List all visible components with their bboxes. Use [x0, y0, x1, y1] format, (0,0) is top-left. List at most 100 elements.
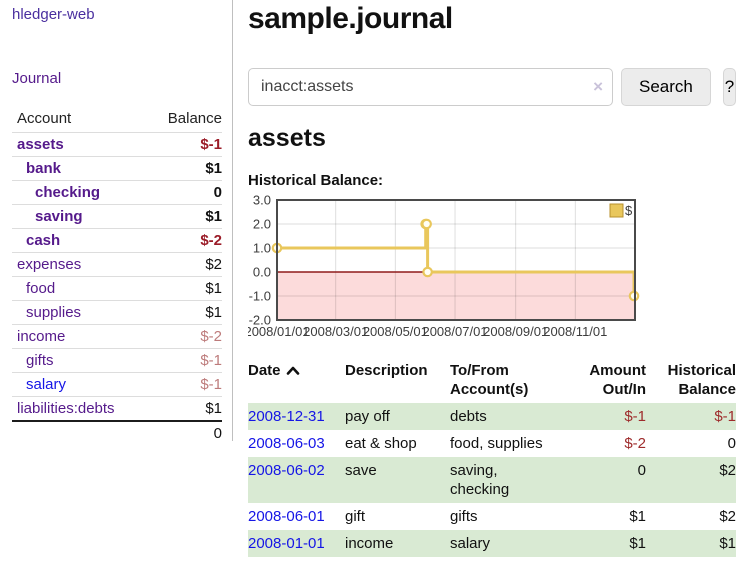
search-form: × Search ?: [248, 68, 736, 106]
transaction-description: income: [345, 535, 394, 552]
y-axis-tick: -2.0: [249, 313, 271, 328]
transaction-balance: $-1: [714, 408, 736, 425]
transaction-amount: 0: [637, 462, 646, 479]
account-row: supplies $1: [12, 300, 222, 325]
sidebar: hledger-web Journal Account Balance asse…: [0, 0, 233, 446]
x-axis-tick: 2008/07/01: [422, 324, 487, 339]
transaction-amount: $1: [629, 508, 646, 525]
account-row: cash $-2: [12, 228, 222, 253]
register-col-description: Description: [345, 362, 428, 379]
page-title: sample.journal: [248, 2, 453, 35]
account-row: food $1: [12, 276, 222, 301]
plot-border: [276, 199, 636, 321]
transaction-row: 2008-06-02 save saving, checking 0 $2: [248, 457, 736, 503]
account-link[interactable]: bank: [26, 160, 62, 177]
transaction-amount: $-1: [624, 408, 646, 425]
transaction-row: 2008-06-03 eat & shop food, supplies $-2 0: [248, 430, 736, 457]
x-axis-tick: 2008/09/01: [483, 324, 548, 339]
clear-search-icon[interactable]: ×: [593, 77, 603, 96]
account-balance: $1: [145, 156, 222, 181]
account-row: checking 0: [12, 180, 222, 205]
account-balance: $-1: [145, 372, 222, 397]
register-col-date[interactable]: Date: [248, 359, 345, 403]
account-link[interactable]: checking: [35, 184, 101, 201]
accounts-tbody: assets $-1 bank $1 checking 0 saving $1 cash $-2 e…: [12, 132, 222, 421]
y-axis-tick: 0.0: [253, 265, 271, 280]
transaction-row: 2008-01-01 income salary $1 $1: [248, 530, 736, 557]
transaction-date-link[interactable]: 2008-06-01: [248, 508, 325, 525]
account-row: income $-2: [12, 324, 222, 349]
account-link[interactable]: assets: [17, 136, 64, 153]
accounts-total-value: 0: [145, 420, 222, 446]
transaction-date-link[interactable]: 2008-06-03: [248, 435, 325, 452]
x-axis-tick: 2008/11/01: [543, 324, 607, 339]
historical-balance-chart: 3.0 2.0 1.0 0.0 -1.0 -2.02008/01/012008/03/01…: [248, 194, 640, 339]
transaction-accounts: debts: [450, 408, 487, 425]
transaction-date-link[interactable]: 2008-06-02: [248, 462, 325, 479]
transaction-balance: $1: [719, 535, 736, 552]
transaction-description: gift: [345, 508, 366, 525]
search-input[interactable]: [248, 68, 613, 106]
account-title: assets: [248, 124, 326, 152]
y-axis-tick: 2.0: [253, 217, 271, 232]
account-link[interactable]: salary: [26, 376, 67, 393]
register-header-row: Date Description To/From Account(s) Amou…: [248, 359, 736, 403]
x-axis-tick: 2008/01/01: [248, 324, 310, 339]
legend-label: $: [625, 203, 633, 218]
y-axis-tick: 1.0: [253, 241, 271, 256]
account-row: gifts $-1: [12, 348, 222, 373]
accounts-table: Account Balance assets $-1 bank $1 checking 0…: [12, 108, 222, 446]
transaction-amount: $-2: [624, 435, 646, 452]
transaction-accounts: saving, checking: [450, 462, 510, 498]
register-col-balance: Historical Balance: [667, 362, 736, 398]
transaction-description: eat & shop: [345, 435, 417, 452]
y-axis-tick: -1.0: [249, 289, 271, 304]
sidebar-item-journal[interactable]: Journal: [12, 70, 62, 87]
account-balance: $1: [145, 204, 222, 229]
data-point-marker[interactable]: [421, 218, 432, 230]
account-balance: $-1: [145, 132, 222, 157]
sort-ascending-icon: [286, 361, 300, 380]
register-col-accounts: To/From Account(s): [450, 362, 529, 398]
account-link[interactable]: liabilities:debts: [17, 400, 115, 417]
accounts-col-balance: Balance: [167, 110, 222, 127]
transaction-description: save: [345, 462, 377, 479]
account-link[interactable]: cash: [26, 232, 61, 249]
account-row: liabilities:debts $1: [12, 396, 222, 421]
register-col-amount: Amount Out/In: [589, 362, 646, 398]
account-balance: $-2: [145, 228, 222, 253]
account-row: expenses $2: [12, 252, 222, 277]
x-axis-tick: 2008/03/01: [303, 324, 368, 339]
legend-swatch: [609, 203, 624, 218]
account-link[interactable]: expenses: [17, 256, 82, 273]
account-balance: $1: [145, 396, 222, 421]
account-balance: $1: [145, 300, 222, 325]
account-link[interactable]: supplies: [26, 304, 82, 321]
transaction-row: 2008-12-31 pay off debts $-1 $-1: [248, 403, 736, 430]
account-balance: $-1: [145, 348, 222, 373]
app-brand-link[interactable]: hledger-web: [12, 6, 95, 23]
main-content: sample.journal × Search ? assets Histori…: [248, 0, 736, 557]
transaction-description: pay off: [345, 408, 390, 425]
account-balance: $2: [145, 252, 222, 277]
account-balance: $-2: [145, 324, 222, 349]
transaction-balance: 0: [727, 435, 736, 452]
account-link[interactable]: gifts: [26, 352, 54, 369]
account-link[interactable]: saving: [35, 208, 83, 225]
transaction-date-link[interactable]: 2008-12-31: [248, 408, 325, 425]
account-link[interactable]: food: [26, 280, 56, 297]
accounts-col-account: Account: [17, 110, 72, 127]
register-tbody: 2008-12-31 pay off debts $-1 $-1 2008-06-03 ea…: [248, 403, 736, 557]
transaction-balance: $2: [719, 508, 736, 525]
transaction-amount: $1: [629, 535, 646, 552]
account-row: assets $-1: [12, 132, 222, 157]
transaction-balance: $2: [719, 462, 736, 479]
transaction-accounts: food, supplies: [450, 435, 543, 452]
account-link[interactable]: income: [17, 328, 66, 345]
data-point-marker[interactable]: [422, 266, 433, 278]
account-row: saving $1: [12, 204, 222, 229]
negative-region: [277, 272, 635, 320]
help-button[interactable]: ?: [722, 68, 736, 106]
transaction-date-link[interactable]: 2008-01-01: [248, 535, 325, 552]
search-button[interactable]: Search: [621, 68, 711, 106]
